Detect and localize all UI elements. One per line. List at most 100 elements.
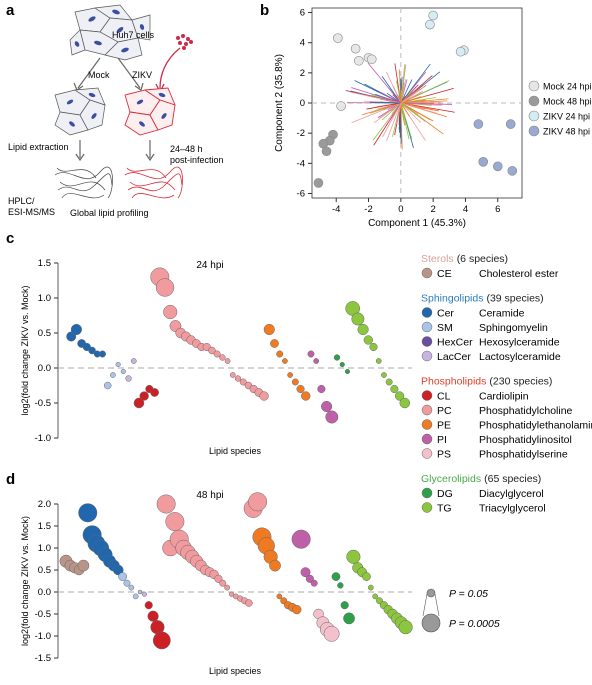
data-point [245, 599, 253, 607]
group-laccer [137, 589, 147, 597]
group-pe [252, 527, 302, 615]
data-point [331, 572, 341, 581]
data-point [343, 612, 355, 625]
mock-label: Mock [88, 70, 110, 80]
data-point [234, 375, 242, 382]
legend-abbr: SM [437, 322, 453, 334]
loading-vectors [345, 62, 455, 150]
size-key-label-large: P = 0.0005 [449, 618, 500, 630]
data-point [325, 410, 339, 424]
data-point [398, 620, 413, 635]
chart-title: 48 hpi [196, 490, 223, 501]
y-tick-label: 0.0 [38, 587, 51, 598]
legend-group-count: (65 species) [484, 473, 541, 485]
group-tg [345, 301, 411, 409]
loading-vector [400, 102, 422, 124]
data-point [310, 579, 318, 587]
y-tick-label: -2 [297, 128, 305, 139]
legend-group-name: Sterols [421, 253, 454, 265]
loading-vector [400, 102, 413, 140]
legend-abbr: PS [437, 449, 451, 461]
data-point [344, 368, 351, 375]
cells-label: Huh7 cells [112, 30, 155, 40]
loading-vector [400, 102, 438, 114]
loading-vector [400, 102, 421, 118]
y-tick-label: 1.0 [38, 293, 51, 304]
data-point [156, 494, 176, 514]
panel-d-letter: d [6, 471, 15, 488]
data-point [333, 354, 341, 361]
loading-vector [400, 102, 402, 114]
x-axis-label: Component 1 (45.3%) [368, 218, 466, 228]
loading-vector [400, 90, 424, 104]
legend-swatch [528, 95, 540, 107]
scatter-point [425, 19, 435, 30]
legend-swatch [421, 502, 433, 513]
data-point [269, 559, 281, 572]
data-point [103, 381, 112, 390]
legend-name: Hexosylceramide [479, 337, 560, 349]
data-point [270, 339, 279, 348]
size-key-large [421, 613, 441, 633]
y-tick-label: 2.0 [38, 499, 51, 510]
infected-cells-illustration [124, 87, 176, 136]
data-point [214, 574, 223, 583]
legend-group-name: Sphingolipids [421, 293, 483, 305]
loading-vector [399, 69, 402, 104]
scatter-point [473, 119, 484, 129]
loading-vector [400, 79, 413, 104]
data-point [367, 584, 374, 591]
data-point [115, 361, 121, 368]
loading-vector [369, 102, 401, 104]
legend-abbr: LacCer [437, 351, 471, 363]
group-pi [291, 529, 318, 587]
group-dg [333, 354, 351, 375]
y-tick-label: 1.5 [38, 258, 51, 269]
data-point [208, 346, 216, 355]
loading-vector [373, 102, 402, 124]
data-point [165, 512, 185, 532]
timing-label-1: 24–48 h [170, 144, 203, 154]
loading-vector [385, 71, 402, 104]
group-cl [133, 384, 159, 409]
panel-b-pca-chart: b -4 -2 0 2 4 6 -6 -4 -2 0 2 4 6 Component 1 (45.3%) C… [260, 2, 592, 228]
loading-vector [398, 95, 402, 104]
legend-swatch [421, 404, 433, 416]
legend-abbr: TG [437, 503, 452, 515]
loading-vector [382, 102, 402, 138]
scatter-point [350, 43, 361, 54]
legend-swatch [421, 433, 433, 445]
loading-vector [400, 102, 452, 105]
data-point [399, 397, 411, 409]
y-tick-label: 6 [300, 8, 305, 19]
scatter-point [366, 54, 377, 65]
y-tick-label: 1.0 [38, 543, 51, 554]
group-pc [156, 492, 268, 607]
x-tick-label: 0 [398, 204, 403, 215]
data-point [259, 391, 269, 401]
data-point [155, 278, 175, 297]
legend-group-title: Phospholipids (230 species) [421, 376, 552, 388]
data-point [224, 584, 230, 591]
legend-name: Phosphatidylcholine [479, 405, 573, 417]
data-point [137, 589, 143, 595]
legend-swatch [421, 448, 433, 459]
legend-swatch [421, 487, 433, 499]
data-point [133, 397, 145, 409]
x-tick-label: -4 [332, 204, 340, 215]
legend-swatch [421, 390, 433, 401]
data-point [219, 354, 226, 361]
y-tick-label: -6 [297, 188, 305, 199]
group-cer [66, 323, 106, 358]
data-point [339, 361, 345, 368]
data-point [248, 492, 268, 512]
data-point [125, 375, 132, 382]
legend-swatch [421, 267, 433, 279]
data-point [139, 391, 149, 401]
size-key-label-small: P = 0.05 [449, 588, 488, 600]
loading-vector [400, 91, 412, 104]
scatter-point [313, 178, 324, 188]
loading-vector [400, 64, 407, 104]
loading-vector [381, 102, 402, 121]
x-axis-label: Lipid species [209, 666, 262, 676]
